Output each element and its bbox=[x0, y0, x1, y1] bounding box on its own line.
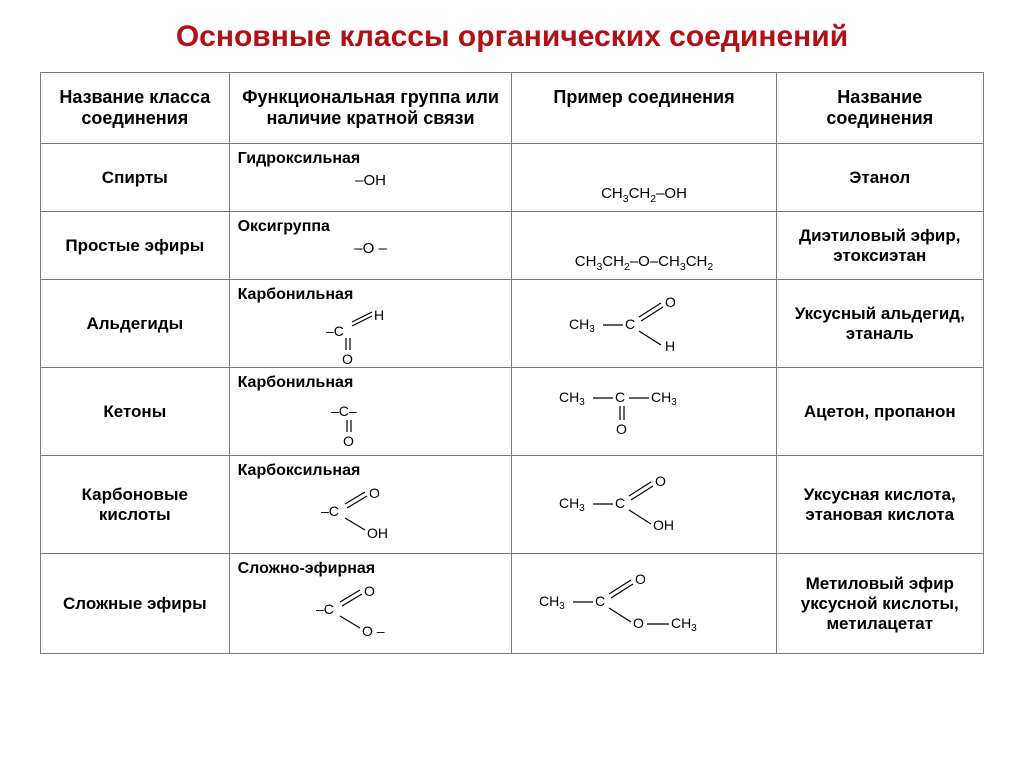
svg-text:–C: –C bbox=[326, 323, 344, 339]
fg-structure: –C O O – bbox=[238, 580, 504, 645]
table-row: Сложные эфирыСложно-эфирная –C O O – CH3… bbox=[41, 554, 984, 654]
example-cell: CH3CH2–OH bbox=[512, 144, 776, 212]
compound-name-cell: Уксусный альдегид, этаналь bbox=[776, 280, 983, 368]
example-cell: CH3CH2–O–CH3CH2 bbox=[512, 212, 776, 280]
svg-text:O: O bbox=[665, 294, 676, 310]
fg-structure: –C H O bbox=[238, 306, 504, 361]
fg-structure: –C– O bbox=[238, 394, 504, 449]
example-cell: CH3 C O O CH3 bbox=[512, 554, 776, 654]
fg-name: Гидроксильная bbox=[238, 150, 504, 168]
functional-group-cell: Оксигруппа –O – bbox=[229, 212, 512, 280]
svg-text:O: O bbox=[616, 421, 627, 437]
svg-text:–C–: –C– bbox=[331, 403, 357, 419]
class-name-cell: Спирты bbox=[41, 144, 230, 212]
table-header-row: Название класса соединения Функциональна… bbox=[41, 73, 984, 144]
fg-name: Карбоксильная bbox=[238, 462, 504, 480]
class-name-cell: Простые эфиры bbox=[41, 212, 230, 280]
svg-text:CH3: CH3 bbox=[539, 593, 565, 612]
page-title: Основные классы органических соединений bbox=[40, 20, 984, 54]
fg-formula: –OH bbox=[355, 172, 386, 189]
svg-text:H: H bbox=[374, 307, 384, 323]
col-header: Пример соединения bbox=[512, 73, 776, 144]
svg-text:CH3: CH3 bbox=[651, 389, 677, 408]
fg-structure: –C O OH bbox=[238, 482, 504, 547]
compound-name-cell: Ацетон, пропанон bbox=[776, 368, 983, 456]
svg-text:–C: –C bbox=[316, 601, 334, 617]
svg-text:C: C bbox=[625, 316, 635, 332]
svg-text:CH3: CH3 bbox=[671, 615, 697, 634]
org-compound-table: Название класса соединения Функциональна… bbox=[40, 72, 984, 654]
table-row: КетоныКарбонильная –C– O CH3 C CH3 O Аце… bbox=[41, 368, 984, 456]
compound-name-cell: Уксусная кислота, этановая кислота bbox=[776, 456, 983, 554]
class-name-cell: Кетоны bbox=[41, 368, 230, 456]
fg-name: Карбонильная bbox=[238, 374, 504, 392]
fg-name: Оксигруппа bbox=[238, 218, 504, 236]
functional-group-cell: Карбонильная –C– O bbox=[229, 368, 512, 456]
table-row: АльдегидыКарбонильная –C H O CH3 C O H У… bbox=[41, 280, 984, 368]
col-header: Название соединения bbox=[776, 73, 983, 144]
svg-text:C: C bbox=[595, 593, 605, 609]
table-row: Карбоновые кислотыКарбоксильная –C O OH … bbox=[41, 456, 984, 554]
svg-text:–C: –C bbox=[321, 503, 339, 519]
class-name-cell: Сложные эфиры bbox=[41, 554, 230, 654]
compound-name-cell: Метиловый эфир уксусной кислоты, метилац… bbox=[776, 554, 983, 654]
functional-group-cell: Сложно-эфирная –C O O – bbox=[229, 554, 512, 654]
functional-group-cell: Карбонильная –C H O bbox=[229, 280, 512, 368]
class-name-cell: Карбоновые кислоты bbox=[41, 456, 230, 554]
example-cell: CH3 C O H bbox=[512, 280, 776, 368]
fg-formula: –O – bbox=[354, 240, 387, 257]
svg-text:CH3: CH3 bbox=[569, 316, 595, 335]
svg-text:O –: O – bbox=[362, 623, 385, 639]
svg-text:OH: OH bbox=[367, 525, 388, 541]
example-structure: CH3 C O H bbox=[520, 287, 767, 361]
table-row: Спирты Гидроксильная –OH CH3CH2–OH Этанол bbox=[41, 144, 984, 212]
svg-text:C: C bbox=[615, 389, 625, 405]
fg-name: Сложно-эфирная bbox=[238, 560, 504, 578]
functional-group-cell: Гидроксильная –OH bbox=[229, 144, 512, 212]
svg-text:O: O bbox=[364, 583, 375, 599]
svg-text:O: O bbox=[633, 615, 644, 631]
col-header: Функциональная группа или наличие кратно… bbox=[229, 73, 512, 144]
svg-text:OH: OH bbox=[653, 517, 674, 533]
functional-group-cell: Карбоксильная –C O OH bbox=[229, 456, 512, 554]
svg-text:C: C bbox=[615, 495, 625, 511]
svg-text:O: O bbox=[655, 473, 666, 489]
col-header: Название класса соединения bbox=[41, 73, 230, 144]
example-structure: CH3 C O OH bbox=[520, 468, 767, 542]
fg-name: Карбонильная bbox=[238, 286, 504, 304]
svg-text:O: O bbox=[369, 485, 380, 501]
example-formula: CH3CH2–O–CH3CH2 bbox=[575, 253, 713, 273]
class-name-cell: Альдегиды bbox=[41, 280, 230, 368]
example-structure: CH3 C O O CH3 bbox=[520, 566, 767, 642]
example-formula: CH3CH2–OH bbox=[601, 185, 687, 205]
compound-name-cell: Этанол bbox=[776, 144, 983, 212]
svg-text:CH3: CH3 bbox=[559, 389, 585, 408]
svg-text:O: O bbox=[343, 433, 354, 449]
compound-name-cell: Диэтиловый эфир, этоксиэтан bbox=[776, 212, 983, 280]
svg-text:H: H bbox=[665, 338, 675, 354]
svg-text:O: O bbox=[635, 571, 646, 587]
svg-text:O: O bbox=[342, 351, 353, 367]
example-cell: CH3 C CH3 O bbox=[512, 368, 776, 456]
svg-text:CH3: CH3 bbox=[559, 495, 585, 514]
example-structure: CH3 C CH3 O bbox=[520, 380, 767, 444]
table-row: Простые эфиры Оксигруппа –O – CH3CH2–O–CH3C… bbox=[41, 212, 984, 280]
example-cell: CH3 C O OH bbox=[512, 456, 776, 554]
